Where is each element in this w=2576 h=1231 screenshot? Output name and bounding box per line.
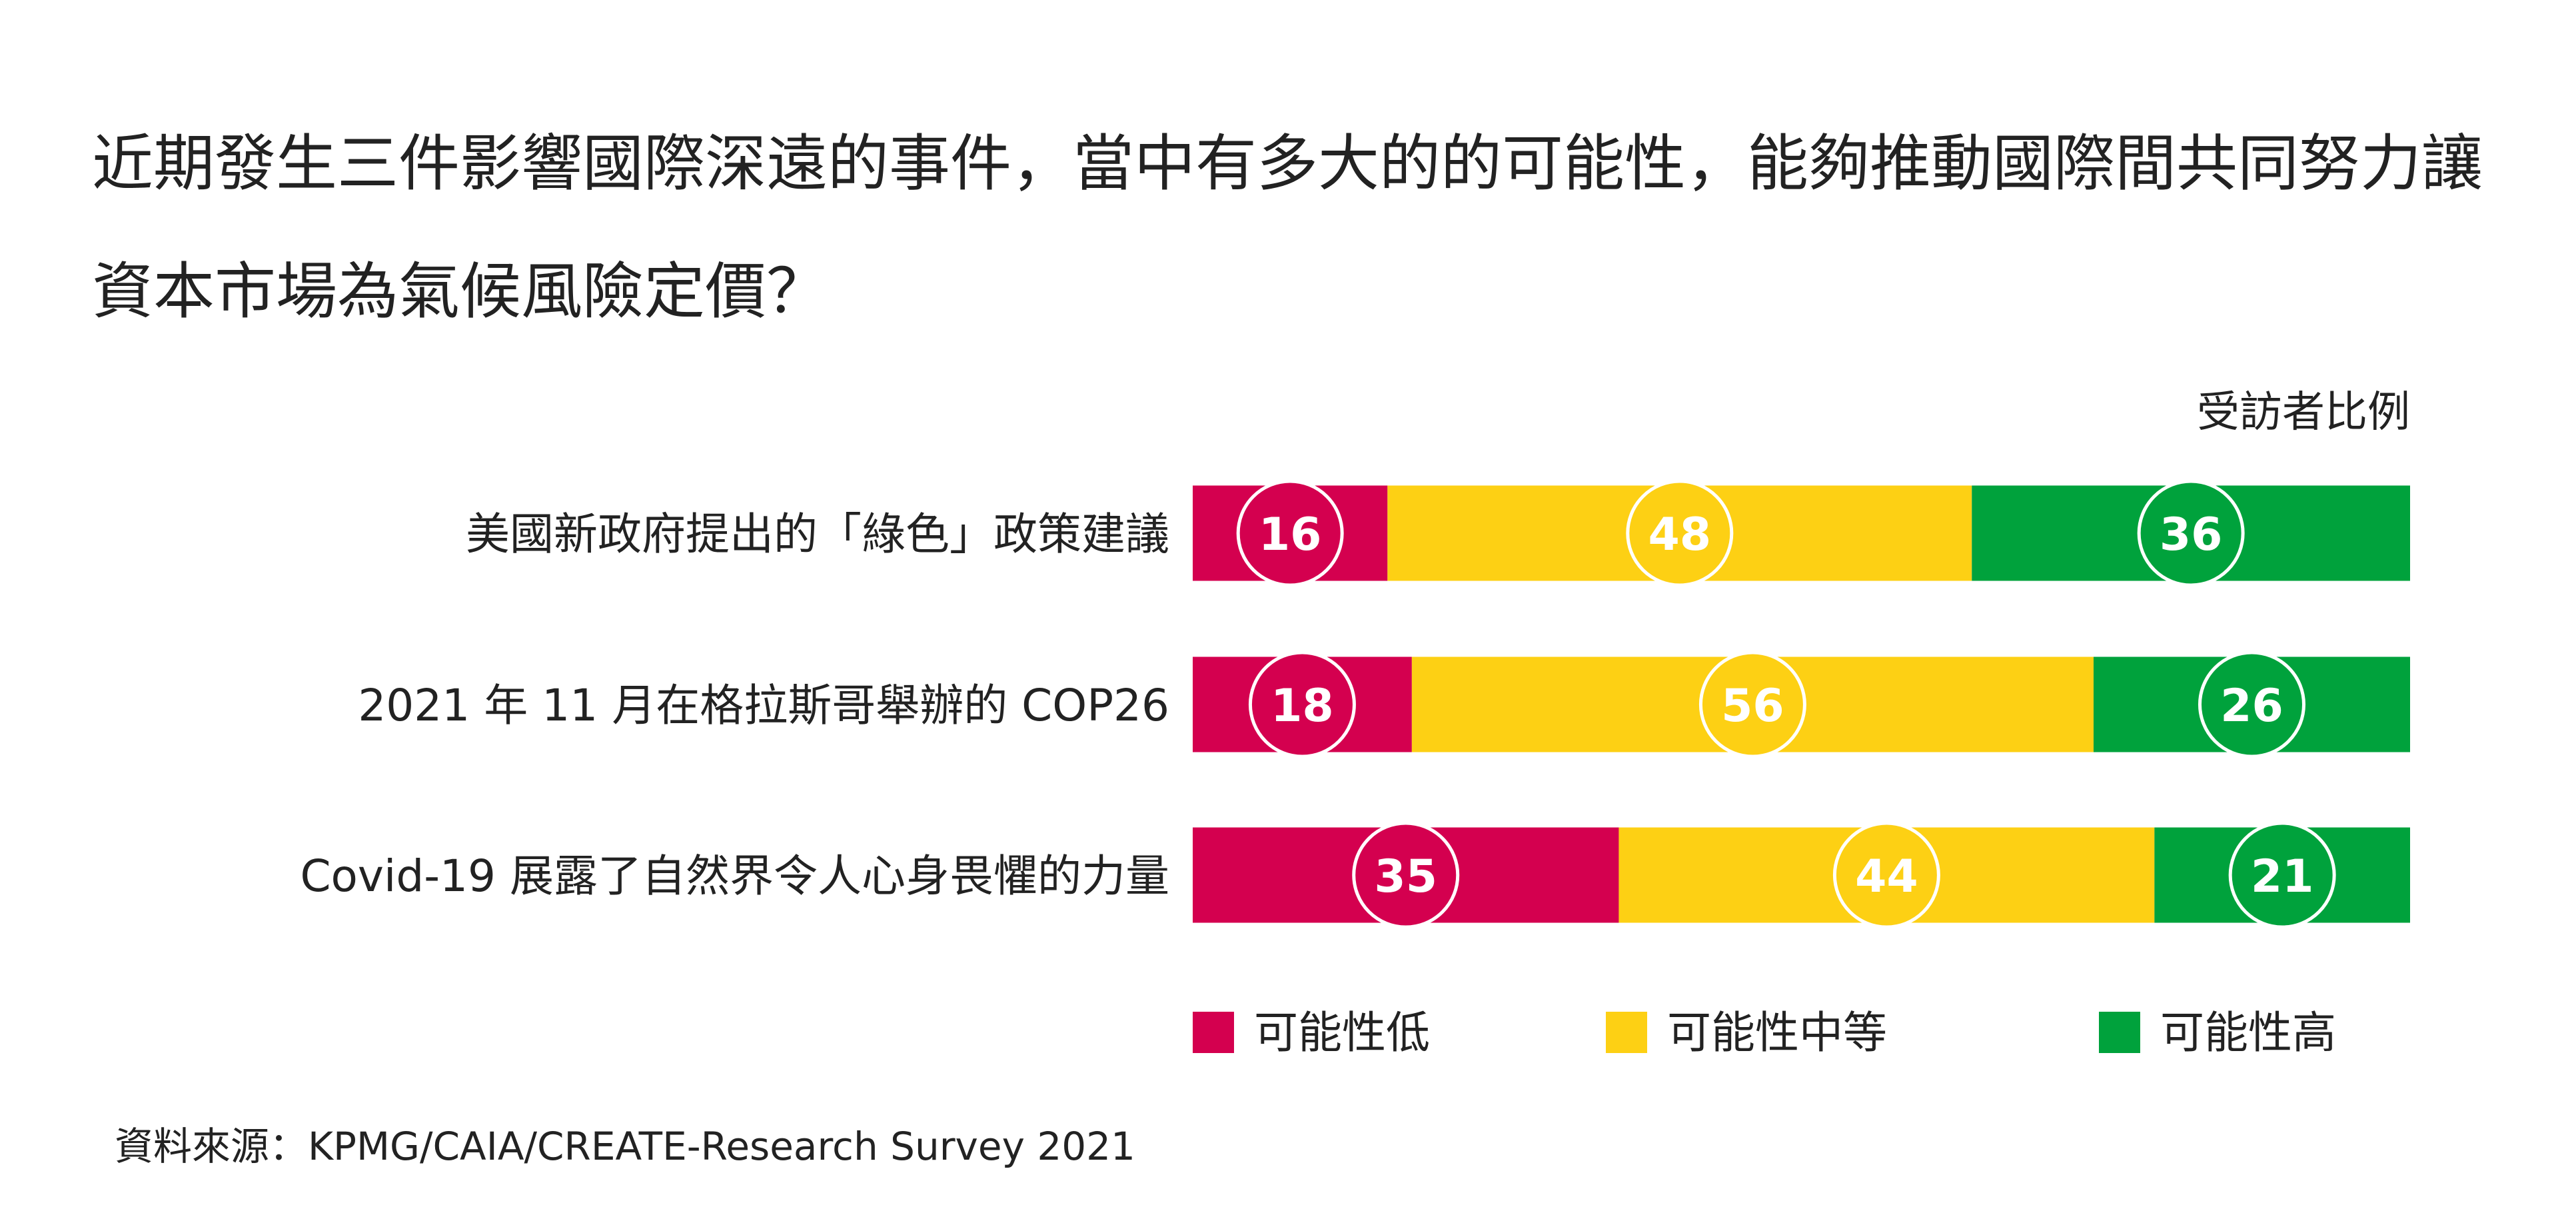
legend-label: 可能性低 — [1254, 1007, 1430, 1058]
data-label: 26 — [2220, 680, 2283, 732]
data-label-circle — [1626, 479, 1734, 587]
chart-title: 近期發生三件影響國際深遠的事件，當中有多大的的可能性，能夠推動國際間共同努力讓資… — [92, 128, 2483, 327]
data-label: 18 — [1271, 680, 1334, 732]
data-label-circle — [1832, 821, 1940, 929]
legend-label: 可能性中等 — [1667, 1007, 1887, 1058]
data-label: 56 — [1721, 680, 1784, 732]
data-label: 48 — [1648, 509, 1711, 561]
data-label-circle — [1698, 650, 1806, 758]
data-label-circle — [1236, 479, 1344, 587]
data-label-circle — [2228, 821, 2336, 929]
legend-swatch — [1606, 1012, 1647, 1053]
data-label: 36 — [2160, 509, 2223, 561]
data-label: 21 — [2251, 850, 2314, 903]
legend-label: 可能性高 — [2160, 1007, 2336, 1058]
category-label: 美國新政府提出的「綠色」政策建議 — [466, 509, 1169, 560]
category-label: 2021 年 11 月在格拉斯哥舉辦的 COP26 — [358, 680, 1169, 731]
data-label-circle — [2198, 650, 2305, 758]
category-label: Covid-19 展露了自然界令人心身畏懼的力量 — [300, 850, 1169, 902]
data-label: 16 — [1259, 509, 1322, 561]
legend-swatch — [2099, 1012, 2140, 1053]
data-label: 44 — [1855, 850, 1918, 903]
data-label-circle — [2137, 479, 2245, 587]
data-label: 35 — [1374, 850, 1437, 903]
value-header: 受訪者比例 — [2197, 388, 2410, 437]
data-label-circle — [1248, 650, 1356, 758]
source-note: 資料來源：KPMG/CAIA/CREATE-Research Survey 20… — [115, 1124, 1135, 1169]
legend-swatch — [1193, 1012, 1234, 1053]
data-label-circle — [1352, 821, 1460, 929]
